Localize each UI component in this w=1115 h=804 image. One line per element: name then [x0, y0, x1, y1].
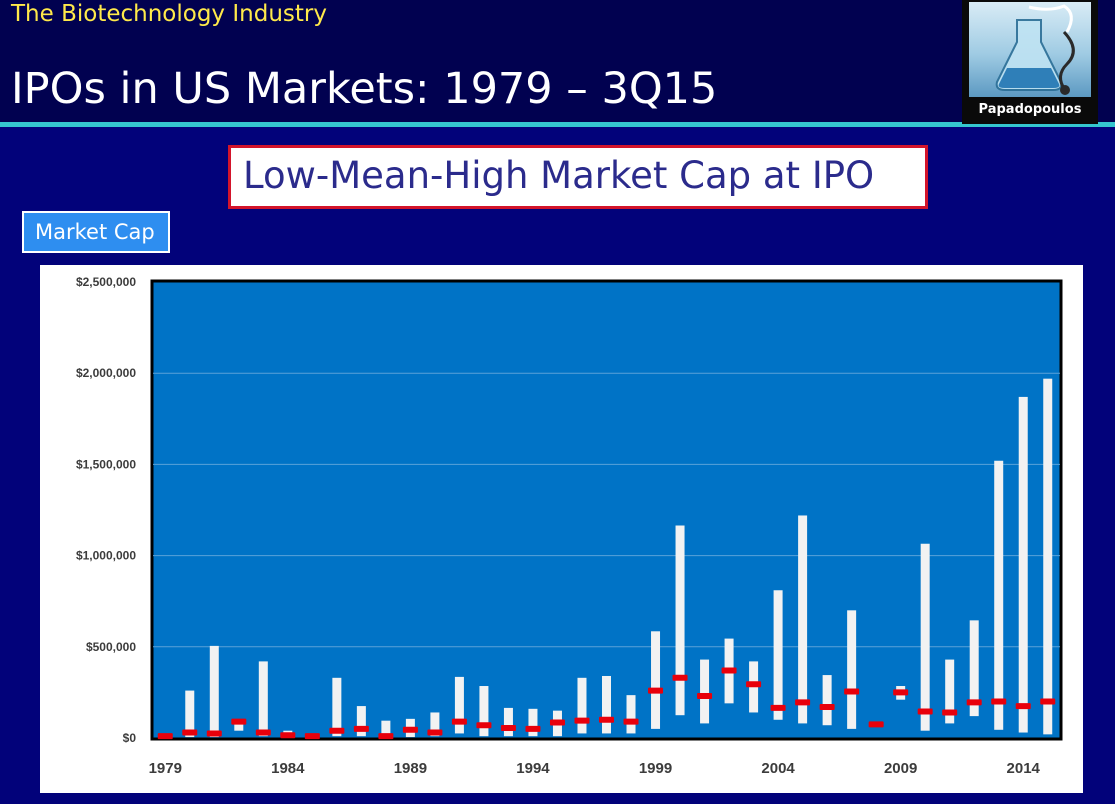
range-bar-2005 — [798, 515, 808, 724]
mean-marker-1990 — [427, 729, 443, 736]
range-bar-2012 — [969, 620, 979, 717]
mean-marker-2007 — [844, 688, 860, 695]
range-bar-1987 — [356, 706, 366, 737]
gridlines — [153, 372, 1060, 648]
logo: Papadopoulos — [962, 0, 1098, 124]
range-bar-2007 — [847, 610, 857, 729]
plot-area — [150, 279, 1063, 741]
mean-marker-2013 — [991, 698, 1007, 705]
mean-marker-2002 — [721, 667, 737, 674]
mean-marker-2014 — [1015, 703, 1031, 710]
range-bar-2014 — [1018, 396, 1028, 733]
range-bar-1980 — [185, 690, 195, 738]
mean-marker-1981 — [206, 730, 222, 737]
range-bar-1997 — [602, 675, 611, 734]
mean-marker-1992 — [476, 722, 492, 729]
range-bar-2000 — [675, 525, 685, 716]
x-tick-label: 1999 — [639, 760, 672, 777]
mean-marker-1984 — [280, 732, 296, 739]
y-tick-label: $0 — [123, 731, 137, 745]
x-axis-ticks: 1979 1984 1989 1994 1999 2004 2009 2014 — [149, 760, 1041, 777]
mean-marker-1999 — [648, 687, 664, 694]
mean-marker-2004 — [770, 704, 786, 711]
flask-logo-icon — [969, 2, 1091, 97]
x-tick-label: 1979 — [149, 760, 182, 777]
range-bar-1991 — [454, 676, 464, 734]
slide-title: IPOs in US Markets: 1979 – 3Q15 — [11, 64, 718, 114]
mean-marker-1987 — [353, 725, 369, 732]
x-tick-label: 2009 — [884, 760, 917, 777]
range-bar-1993 — [503, 707, 513, 737]
mean-marker-1982 — [231, 718, 247, 725]
range-bars — [160, 378, 1053, 738]
range-bar-1996 — [577, 677, 587, 734]
range-bar-1998 — [626, 695, 636, 734]
mean-marker-1989 — [402, 726, 418, 733]
range-bar-2010 — [920, 543, 930, 731]
mean-marker-2010 — [917, 708, 933, 715]
range-bar-1990 — [430, 712, 440, 737]
mean-marker-2006 — [819, 703, 835, 710]
chart-panel: $0 $500,000 $1,000,000 $1,500,000 $2,000,000… — [40, 265, 1083, 793]
range-bar-1999 — [651, 631, 661, 729]
mean-marker-1998 — [623, 718, 639, 725]
subtitle-box: Low-Mean-High Market Cap at IPO — [228, 145, 928, 209]
mean-marker-2009 — [893, 689, 909, 696]
range-bar-2004 — [773, 590, 783, 720]
range-bar-2013 — [994, 460, 1004, 730]
x-tick-label: 2014 — [1007, 760, 1041, 777]
x-tick-label: 2004 — [761, 760, 795, 777]
range-bar-2006 — [822, 675, 832, 726]
mean-marker-2008 — [868, 721, 884, 728]
y-tick-label: $500,000 — [86, 640, 136, 654]
mean-marker-2011 — [942, 709, 958, 716]
range-bar-1983 — [258, 661, 268, 737]
mean-marker-1985 — [304, 733, 320, 740]
range-bar-1992 — [479, 686, 489, 737]
range-bar-1988 — [381, 720, 391, 738]
mean-marker-2003 — [746, 681, 762, 688]
header-background — [0, 0, 1115, 126]
header-divider — [0, 122, 1115, 127]
mean-marker-1979 — [157, 733, 173, 740]
section-label: The Biotechnology Industry — [11, 1, 327, 27]
x-tick-label: 1994 — [516, 760, 550, 777]
mean-marker-1997 — [599, 716, 614, 723]
mean-marker-1980 — [182, 729, 198, 736]
mean-marker-2005 — [795, 699, 811, 706]
range-bar-2015 — [1043, 378, 1053, 735]
range-bar-1994 — [528, 708, 538, 737]
range-bar-2001 — [700, 659, 710, 724]
mean-marker-1991 — [451, 718, 467, 725]
y-axis-ticks: $0 $500,000 $1,000,000 $1,500,000 $2,000,000… — [76, 275, 136, 745]
mean-marker-1993 — [500, 724, 516, 731]
chart-subtitle: Low-Mean-High Market Cap at IPO — [243, 154, 875, 197]
mean-marker-1983 — [255, 729, 271, 736]
measure-label: Market Cap — [35, 220, 155, 244]
mean-marker-1986 — [329, 727, 345, 734]
mean-marker-1995 — [549, 719, 565, 726]
mean-marker-2001 — [697, 693, 713, 700]
range-bar-2011 — [945, 659, 955, 724]
mean-marker-2012 — [966, 699, 982, 706]
mean-marker-1988 — [378, 733, 394, 740]
y-tick-label: $1,500,000 — [76, 457, 136, 471]
mean-marker-2000 — [672, 674, 688, 681]
x-tick-label: 1989 — [394, 760, 427, 777]
range-bar-1982 — [234, 720, 244, 731]
mean-marker-1994 — [525, 725, 541, 732]
y-tick-label: $1,000,000 — [76, 549, 136, 563]
mean-marker-1996 — [574, 717, 590, 724]
logo-caption: Papadopoulos — [978, 102, 1082, 117]
range-bar-1981 — [209, 645, 219, 738]
chart: $0 $500,000 $1,000,000 $1,500,000 $2,000,000… — [76, 275, 1063, 777]
y-tick-label: $2,500,000 — [76, 275, 136, 289]
range-bar-1986 — [332, 677, 342, 737]
measure-badge: Market Cap — [22, 211, 170, 253]
mean-markers — [157, 667, 1056, 740]
x-tick-label: 1984 — [271, 760, 305, 777]
mean-marker-2015 — [1040, 698, 1056, 705]
y-tick-label: $2,000,000 — [76, 366, 136, 380]
